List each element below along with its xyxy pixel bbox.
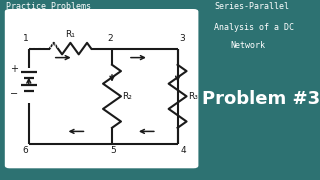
Text: R₂: R₂ bbox=[122, 92, 132, 101]
Text: 6: 6 bbox=[23, 146, 28, 155]
Text: R₃: R₃ bbox=[188, 92, 198, 101]
Text: 5: 5 bbox=[110, 146, 116, 155]
Text: 1: 1 bbox=[23, 34, 28, 43]
Text: &: & bbox=[27, 23, 32, 32]
Text: +: + bbox=[10, 64, 18, 74]
FancyBboxPatch shape bbox=[5, 9, 198, 168]
Text: 4: 4 bbox=[180, 146, 186, 155]
Text: 3: 3 bbox=[180, 34, 185, 43]
Text: Problem #3: Problem #3 bbox=[202, 90, 320, 108]
Text: −: − bbox=[10, 89, 19, 99]
Text: R₁: R₁ bbox=[66, 30, 75, 39]
Text: Network: Network bbox=[230, 41, 265, 50]
Text: 2: 2 bbox=[108, 34, 113, 43]
Text: Analysis of a DC: Analysis of a DC bbox=[214, 23, 294, 32]
Text: Solutions: Solutions bbox=[19, 41, 64, 50]
Text: Practice Problems: Practice Problems bbox=[6, 2, 92, 11]
Text: Series-Parallel: Series-Parallel bbox=[214, 2, 289, 11]
